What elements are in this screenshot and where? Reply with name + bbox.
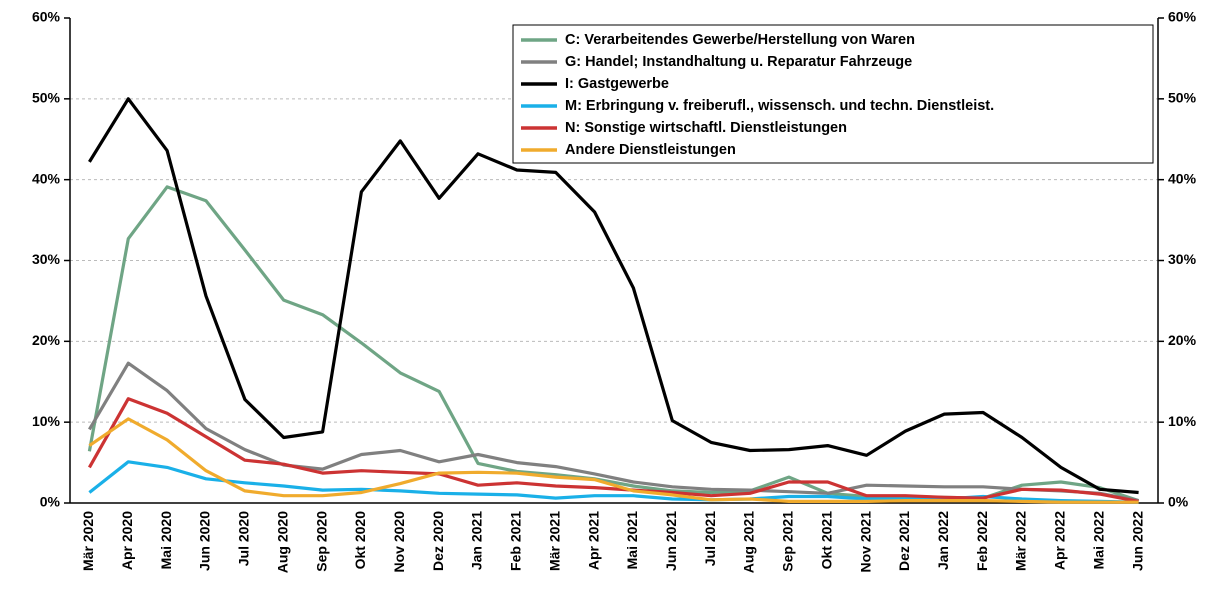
x-tick-label: Jan 2021 <box>469 511 485 570</box>
series-line <box>88 97 1139 495</box>
legend-label: Andere Dienstleistungen <box>565 142 736 158</box>
y-tick-label: 60% <box>32 9 61 25</box>
x-tick-label: Jul 2021 <box>702 511 718 566</box>
x-tick-label: Aug 2021 <box>741 511 757 573</box>
x-tick-label: Okt 2020 <box>352 511 368 570</box>
y-tick-label: 10% <box>32 413 61 429</box>
x-tick-label: Dez 2020 <box>430 511 446 571</box>
x-tick-label: Mär 2022 <box>1013 511 1029 571</box>
x-tick-label: Okt 2021 <box>818 511 834 570</box>
y2-tick-label: 20% <box>1168 332 1197 348</box>
y-tick-label: 30% <box>32 251 61 267</box>
x-tick-label: Mai 2020 <box>158 511 174 570</box>
x-tick-label: Jul 2020 <box>236 511 252 566</box>
y2-tick-label: 10% <box>1168 413 1197 429</box>
series-line <box>88 397 1139 503</box>
x-tick-label: Sep 2021 <box>780 511 796 572</box>
x-tick-label: Nov 2020 <box>391 511 407 573</box>
x-tick-label: Sep 2020 <box>313 511 329 572</box>
x-tick-label: Aug 2020 <box>274 511 290 573</box>
legend-label: I: Gastgewerbe <box>565 76 669 92</box>
x-tick-label: Feb 2021 <box>508 511 524 571</box>
series-line <box>88 361 1139 503</box>
x-tick-label: Mär 2020 <box>80 511 96 571</box>
x-tick-label: Jan 2022 <box>935 511 951 570</box>
x-tick-label: Nov 2021 <box>857 511 873 573</box>
x-tick-label: Dez 2021 <box>896 511 912 571</box>
y2-tick-label: 40% <box>1168 170 1197 186</box>
legend-label: C: Verarbeitendes Gewerbe/Herstellung vo… <box>565 32 915 48</box>
x-tick-label: Apr 2022 <box>1052 511 1068 570</box>
x-tick-label: Apr 2021 <box>585 511 601 570</box>
y2-tick-label: 60% <box>1168 9 1197 25</box>
y-tick-label: 50% <box>32 90 61 106</box>
y2-tick-label: 50% <box>1168 90 1197 106</box>
x-tick-label: Jun 2021 <box>663 511 679 571</box>
x-tick-label: Jun 2020 <box>197 511 213 571</box>
x-tick-label: Jun 2022 <box>1129 511 1145 571</box>
series-line <box>88 417 1139 504</box>
y2-tick-label: 30% <box>1168 251 1197 267</box>
y-tick-label: 0% <box>40 494 61 510</box>
x-tick-label: Mai 2021 <box>624 511 640 570</box>
x-tick-label: Mär 2021 <box>546 511 562 571</box>
legend-label: N: Sonstige wirtschaftl. Dienstleistunge… <box>565 120 847 136</box>
legend-box <box>512 24 1154 164</box>
y2-tick-label: 0% <box>1168 494 1189 510</box>
series-line <box>87 185 1140 503</box>
x-tick-label: Mai 2022 <box>1090 511 1106 570</box>
legend-label: M: Erbringung v. freiberufl., wissensch.… <box>565 98 994 114</box>
x-tick-label: Apr 2020 <box>119 511 135 570</box>
x-tick-label: Feb 2022 <box>974 511 990 571</box>
y-tick-label: 20% <box>32 332 61 348</box>
y-tick-label: 40% <box>32 170 61 186</box>
legend: C: Verarbeitendes Gewerbe/Herstellung vo… <box>512 24 1154 164</box>
legend-label: G: Handel; Instandhaltung u. Reparatur F… <box>565 54 912 70</box>
